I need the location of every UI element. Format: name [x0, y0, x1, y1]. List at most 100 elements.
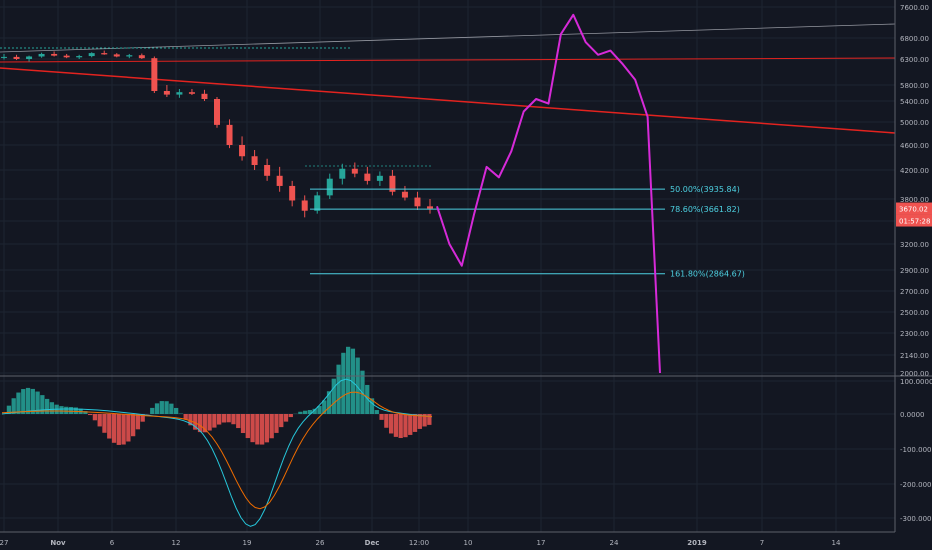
y-tick-label-osc: -300.0000 — [900, 515, 932, 523]
y-tick-label-osc: 0.0000 — [900, 411, 925, 419]
y-tick-label-price: 5000.00 — [900, 119, 929, 127]
histogram-bar — [236, 414, 241, 429]
countdown-badge-text: 01:57:28 — [899, 218, 930, 226]
candle-body — [401, 191, 408, 198]
histogram-bar — [374, 410, 379, 414]
histogram-bar — [193, 414, 198, 430]
histogram-bar — [317, 406, 322, 414]
histogram-bar — [188, 414, 193, 426]
histogram-bar — [88, 414, 93, 416]
histogram-bar — [269, 414, 274, 439]
candle-body — [201, 93, 208, 99]
candle-body — [126, 55, 133, 57]
candle-body — [76, 56, 83, 58]
x-tick-label: 12 — [172, 539, 181, 547]
histogram-bar — [384, 414, 389, 428]
candle-body — [1, 56, 7, 58]
histogram-bar — [231, 414, 236, 425]
histogram-bar — [336, 364, 341, 414]
histogram-bar — [283, 414, 289, 422]
histogram-bar — [140, 414, 145, 422]
candle-body — [226, 124, 233, 145]
trendline-descending — [0, 67, 896, 134]
histogram-bar — [212, 414, 217, 428]
histogram-bar — [422, 414, 427, 427]
candle-body — [326, 178, 333, 196]
histogram-bar — [365, 384, 370, 414]
histogram-bar — [102, 414, 107, 433]
x-tick-label: 6 — [110, 539, 115, 547]
candle-body — [13, 56, 20, 59]
histogram-bar — [6, 405, 12, 414]
candle-body — [376, 175, 383, 181]
fib-label: 78.60%(3661.82) — [670, 205, 740, 214]
histogram-bar — [73, 407, 78, 414]
y-tick-label-price: 7600.00 — [900, 4, 929, 12]
histogram-bar — [107, 414, 112, 439]
histogram-bar — [183, 414, 188, 420]
histogram-bar — [21, 389, 26, 414]
x-tick-label: 17 — [537, 539, 546, 547]
histogram-bar — [403, 414, 408, 438]
candle-body — [276, 175, 283, 186]
candle-body — [301, 200, 308, 211]
x-tick-label: Nov — [50, 539, 66, 547]
fib-label: 50.00%(3935.84) — [670, 185, 740, 194]
candle-body — [389, 175, 396, 192]
y-tick-label-price: 5800.00 — [900, 82, 929, 90]
histogram-bar — [274, 414, 279, 433]
candle-body — [176, 92, 183, 95]
x-tick-label: 14 — [832, 539, 841, 547]
y-tick-label-price: 2500.00 — [900, 309, 929, 317]
candles — [1, 50, 433, 218]
grid — [0, 0, 895, 532]
candle-body — [314, 195, 321, 211]
histogram-bar — [279, 414, 284, 428]
histogram-bar — [131, 414, 136, 437]
histogram-bar — [398, 414, 403, 439]
histogram-bar — [154, 403, 160, 414]
histogram-bar — [245, 414, 250, 439]
x-tick-label: 7 — [760, 539, 764, 547]
candle-body — [289, 185, 296, 201]
price-badge-text: 3670.02 — [899, 206, 928, 214]
x-tick-label: 24 — [610, 539, 619, 547]
histogram-bar — [111, 414, 117, 443]
histogram-bar — [341, 352, 346, 414]
candle-body — [414, 197, 421, 207]
x-tick-label: 27 — [0, 539, 8, 547]
histogram-bar — [121, 414, 126, 445]
histogram-bar — [159, 401, 164, 414]
histogram-bar — [97, 414, 102, 427]
histogram-bar — [202, 414, 207, 433]
trendline-ascending — [0, 23, 896, 53]
histogram-bar — [288, 414, 293, 418]
histogram-bar — [250, 414, 255, 443]
candle-body — [364, 173, 371, 181]
histogram-bar — [298, 411, 303, 414]
histogram-bar — [393, 414, 399, 437]
histogram-bar — [326, 391, 332, 414]
histogram-bar — [346, 346, 351, 414]
y-tick-label-osc: -200.0000 — [900, 481, 932, 489]
y-tick-label-price: 5400.00 — [900, 98, 929, 106]
oscillator-line-slow — [1, 391, 433, 510]
y-tick-label-price: 2000.00 — [900, 370, 929, 378]
y-tick-label-price: 2700.00 — [900, 288, 929, 296]
candle-body — [26, 56, 33, 59]
candle-body — [151, 58, 158, 91]
candle-body — [214, 99, 220, 125]
histogram-bar — [303, 410, 308, 414]
candle-body — [188, 92, 195, 94]
trendlines — [0, 23, 896, 167]
x-tick-label: 26 — [316, 539, 325, 547]
histogram-bar — [226, 414, 231, 423]
histogram-bar — [355, 357, 360, 414]
histogram-bar — [417, 414, 422, 429]
histogram-bar — [16, 392, 21, 414]
candle-body — [339, 168, 346, 179]
y-tick-label-osc: 100.0000 — [900, 378, 932, 386]
projection-line — [436, 13, 661, 374]
histogram-bar — [207, 414, 212, 431]
